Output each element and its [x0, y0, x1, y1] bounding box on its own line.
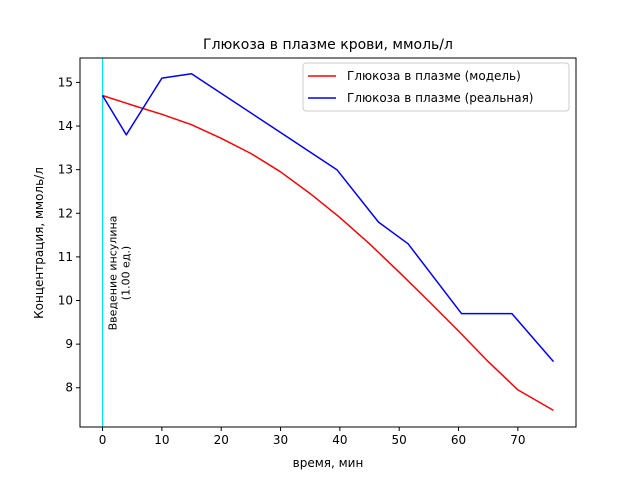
- x-axis-label: время, мин: [293, 456, 364, 470]
- plot-area: Введение инсулина(1.00 ед.) 0 10 20 30 40 50 60…: [58, 57, 577, 447]
- y-axis-label: Концентрация, ммоль/л: [32, 167, 46, 319]
- series-line-real: [101, 72, 555, 363]
- y-tick-label: 15: [58, 75, 73, 89]
- insulin-marker-label-line2: (1.00 ед.): [120, 246, 133, 300]
- y-tick-label: 12: [58, 206, 73, 220]
- legend-label-real: Глюкоза в плазме (реальная): [347, 91, 534, 105]
- insulin-marker-label-line1: Введение инсулина: [107, 216, 120, 331]
- y-tick-label: 8: [65, 381, 73, 395]
- series-line-model: [102, 94, 554, 412]
- x-tick-label: 40: [332, 433, 347, 447]
- y-tick-label: 11: [58, 250, 73, 264]
- y-tick-label: 13: [58, 163, 73, 177]
- insulin-marker-label: Введение инсулина(1.00 ед.): [107, 216, 133, 331]
- axes-frame: [79, 57, 577, 428]
- x-tick-label: 0: [99, 433, 107, 447]
- legend: Глюкоза в плазме (модель) Глюкоза в плазм…: [302, 62, 570, 112]
- legend-label-model: Глюкоза в плазме (модель): [347, 69, 521, 83]
- x-tick-label: 20: [214, 433, 229, 447]
- legend-box: [302, 62, 570, 112]
- x-tick-label: 70: [510, 433, 525, 447]
- x-tick-label: 10: [154, 433, 169, 447]
- chart-title: Глюкоза в плазме крови, ммоль/л: [203, 37, 453, 53]
- x-tick-label: 60: [451, 433, 466, 447]
- y-tick-label: 10: [58, 294, 73, 308]
- x-tick-label: 50: [392, 433, 407, 447]
- y-tick-label: 14: [58, 119, 73, 133]
- y-tick-label: 9: [65, 337, 73, 351]
- x-tick-label: 30: [273, 433, 288, 447]
